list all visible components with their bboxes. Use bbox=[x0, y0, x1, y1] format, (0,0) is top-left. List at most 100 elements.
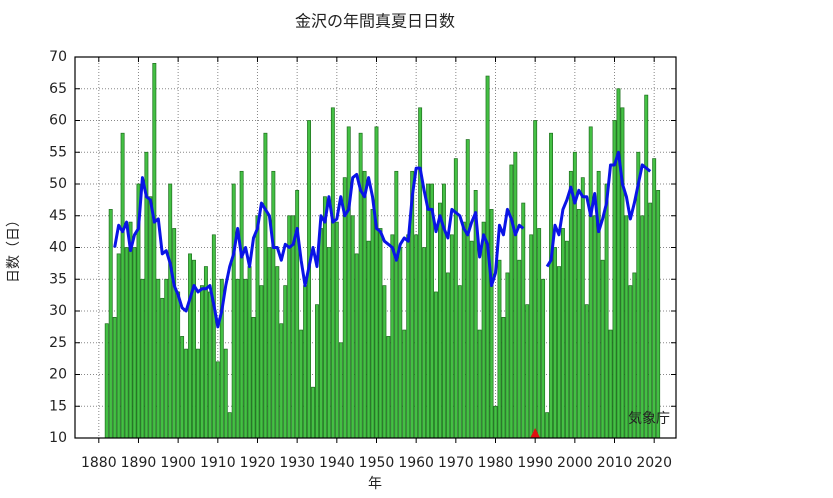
bar bbox=[188, 253, 192, 439]
x-tick-label: 1980 bbox=[478, 455, 514, 471]
bar bbox=[338, 342, 343, 439]
x-tick-label: 2020 bbox=[636, 455, 672, 471]
y-tick-label: 55 bbox=[49, 144, 67, 160]
bar bbox=[207, 291, 212, 439]
bar bbox=[426, 183, 431, 439]
bar bbox=[564, 240, 569, 439]
annotation: 気象庁 bbox=[628, 411, 670, 427]
bar bbox=[108, 209, 113, 439]
bar bbox=[414, 234, 419, 439]
bar bbox=[553, 247, 557, 439]
bar bbox=[299, 329, 304, 439]
bar bbox=[584, 304, 589, 439]
bar bbox=[203, 266, 208, 439]
bar bbox=[521, 202, 526, 439]
bar bbox=[541, 278, 546, 439]
bar bbox=[469, 240, 474, 439]
chart-title: 金沢の年間真夏日日数 bbox=[295, 12, 455, 31]
bar bbox=[160, 297, 165, 439]
bar bbox=[537, 228, 542, 439]
bar bbox=[319, 228, 323, 439]
bar bbox=[394, 170, 399, 439]
bar bbox=[180, 336, 185, 439]
bar bbox=[239, 170, 244, 439]
bar bbox=[156, 278, 161, 439]
x-tick-label: 2000 bbox=[557, 455, 593, 471]
moving-average-line bbox=[113, 150, 652, 329]
bar bbox=[517, 259, 522, 439]
bar bbox=[227, 412, 232, 439]
x-tick-label: 1910 bbox=[200, 455, 236, 471]
bar bbox=[291, 215, 296, 439]
y-tick-label: 20 bbox=[49, 367, 67, 383]
bar bbox=[279, 323, 284, 439]
bar bbox=[616, 88, 621, 439]
bar bbox=[362, 170, 367, 439]
bar bbox=[493, 405, 498, 439]
bar bbox=[366, 240, 371, 439]
bar bbox=[378, 228, 383, 439]
bar bbox=[132, 247, 137, 439]
bar bbox=[223, 348, 228, 439]
y-tick-label: 15 bbox=[49, 398, 67, 414]
bar bbox=[247, 266, 252, 439]
bar bbox=[152, 62, 157, 439]
x-tick-label: 1930 bbox=[279, 455, 315, 471]
bar bbox=[568, 170, 573, 439]
bar bbox=[418, 107, 423, 439]
bar bbox=[271, 170, 276, 439]
bar bbox=[287, 215, 292, 439]
bar bbox=[592, 215, 597, 439]
bar bbox=[164, 278, 169, 439]
y-tick-label: 45 bbox=[49, 208, 67, 224]
bar bbox=[184, 348, 189, 439]
bar bbox=[104, 323, 109, 439]
x-tick-label: 1970 bbox=[438, 455, 474, 471]
x-tick-label: 1880 bbox=[81, 455, 117, 471]
bar bbox=[461, 221, 466, 439]
bar bbox=[398, 247, 403, 439]
x-tick-label: 1990 bbox=[517, 455, 553, 471]
bar bbox=[196, 348, 200, 439]
bar bbox=[438, 202, 442, 439]
bar bbox=[497, 259, 502, 439]
bar bbox=[263, 132, 268, 439]
bar bbox=[215, 361, 220, 439]
bar bbox=[545, 412, 550, 439]
bar bbox=[330, 107, 335, 439]
bar bbox=[120, 132, 125, 439]
bar bbox=[406, 234, 411, 439]
plot-frame bbox=[74, 56, 677, 439]
y-tick-label: 60 bbox=[49, 113, 67, 129]
bar bbox=[505, 272, 510, 439]
bar bbox=[386, 336, 391, 439]
bar bbox=[322, 196, 327, 439]
bar bbox=[449, 234, 454, 439]
y-tick-label: 70 bbox=[49, 49, 67, 65]
bar bbox=[445, 272, 450, 439]
bar bbox=[358, 132, 363, 439]
bar bbox=[124, 247, 129, 439]
bar bbox=[656, 190, 661, 439]
bar bbox=[326, 247, 331, 439]
bar bbox=[283, 285, 288, 439]
bar bbox=[612, 120, 617, 439]
x-tick-label: 1960 bbox=[398, 455, 434, 471]
bar bbox=[477, 329, 482, 439]
bar bbox=[390, 234, 395, 439]
bar bbox=[644, 94, 649, 439]
bar bbox=[275, 266, 280, 439]
event-marker bbox=[530, 428, 541, 438]
bar bbox=[251, 317, 256, 439]
x-tick-label: 1940 bbox=[319, 455, 355, 471]
bar bbox=[489, 209, 494, 439]
y-tick-label: 30 bbox=[49, 303, 67, 319]
bar bbox=[580, 177, 585, 439]
bar bbox=[112, 317, 117, 439]
y-tick-label: 65 bbox=[49, 81, 67, 97]
bar bbox=[315, 304, 319, 439]
bar bbox=[374, 126, 379, 439]
bar bbox=[557, 266, 561, 439]
bar bbox=[176, 291, 181, 439]
